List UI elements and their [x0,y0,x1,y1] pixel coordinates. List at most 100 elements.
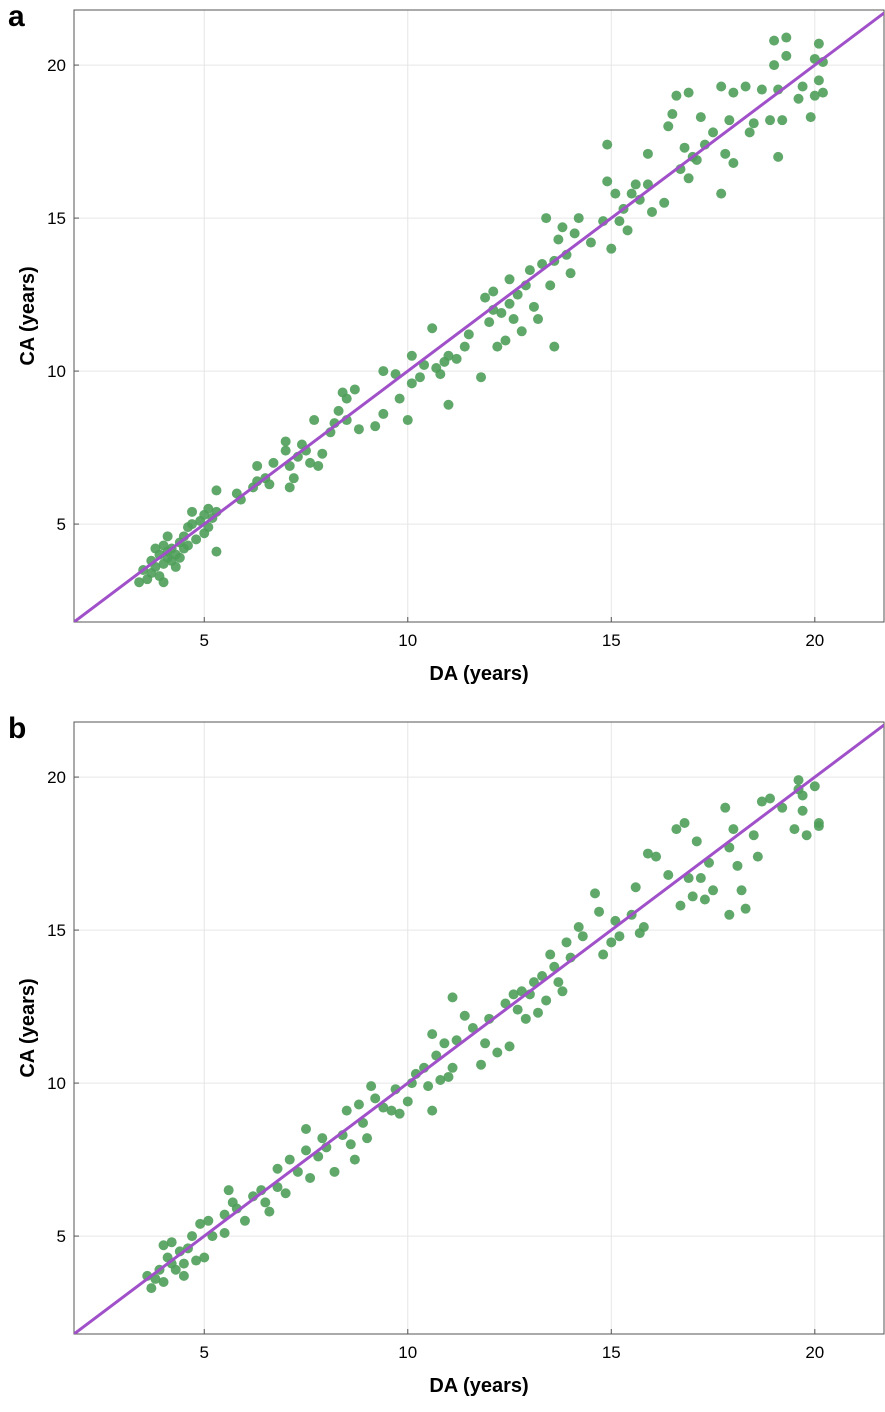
data-point [809,90,820,101]
data-point [683,173,694,184]
data-point [480,1038,491,1049]
data-point [187,1231,198,1242]
data-point [622,225,633,236]
data-point [797,790,808,801]
x-tick-label: 10 [398,1343,417,1362]
data-point [781,32,792,43]
data-point [500,335,511,346]
data-point [158,1240,169,1251]
data-point [724,115,735,126]
data-point [187,519,198,530]
data-point [353,424,364,435]
data-point [679,142,690,153]
data-point [280,1188,291,1199]
data-point [577,931,588,942]
data-point [606,243,617,254]
data-point [541,213,552,224]
data-point [146,1283,157,1294]
data-point [158,577,169,588]
data-point [378,366,389,377]
data-point [683,87,694,98]
data-point [162,531,173,542]
plot-frame [73,9,885,623]
data-point [301,1145,312,1156]
data-point [813,38,824,49]
x-tick-label: 15 [602,1343,621,1362]
data-point [280,436,291,447]
data-point [590,888,601,899]
x-tick-label: 15 [602,631,621,650]
data-point [211,485,222,496]
data-point [773,151,784,162]
data-point [170,1264,181,1275]
data-points [134,32,828,588]
scatter-chart-a: a 5 10 15 20 5 10 15 20 DA (years) CA (years) [8,0,885,685]
data-point [594,906,605,917]
data-point [569,228,580,239]
data-point [451,353,462,364]
data-point [423,1081,434,1092]
data-point [166,1237,177,1248]
y-tick-label: 5 [57,1227,66,1246]
data-point [769,60,780,71]
data-point [264,1206,275,1217]
data-point [195,1218,206,1229]
x-tick-label: 5 [200,1343,209,1362]
data-point [748,118,759,129]
data-point [728,87,739,98]
data-point [492,1047,503,1058]
data-point [736,885,747,896]
data-point [602,176,613,187]
data-point [443,1071,454,1082]
data-point [765,793,776,804]
data-point [789,824,800,835]
data-point [317,448,328,459]
data-point [394,1108,405,1119]
data-point [264,479,275,490]
data-point [170,561,181,572]
y-tick-label: 15 [47,209,66,228]
data-point [675,900,686,911]
data-point [805,112,816,123]
data-point [671,90,682,101]
data-point [174,552,185,563]
data-point [439,1038,450,1049]
data-point [528,301,539,312]
data-point [288,473,299,484]
data-point [341,393,352,404]
data-point [301,1123,312,1134]
data-point [524,265,535,276]
data-point [716,188,727,199]
data-point [435,1075,446,1086]
x-axis-label: DA (years) [429,663,528,685]
data-point [642,148,653,159]
data-point [695,112,706,123]
data-point [663,870,674,880]
data-point [309,415,320,426]
data-point [370,421,381,432]
data-point [349,384,360,395]
data-point [203,503,214,514]
data-point [695,873,706,884]
data-point [345,1139,356,1150]
y-tick-label: 15 [47,921,66,940]
data-point [362,1133,373,1144]
data-point [793,775,804,786]
data-point [728,824,739,835]
data-point [443,350,454,361]
data-point [614,216,625,227]
data-point [756,84,767,95]
data-point [508,314,519,325]
data-point [284,1154,295,1165]
panel-letter: a [8,0,25,33]
data-point [317,1133,328,1144]
data-point [610,188,621,199]
data-point [663,121,674,132]
data-point [492,341,503,352]
y-tick-label: 10 [47,362,66,381]
data-point [573,922,584,933]
data-point [480,292,491,303]
data-point [801,830,812,841]
data-point [504,274,515,285]
data-point [573,213,584,224]
